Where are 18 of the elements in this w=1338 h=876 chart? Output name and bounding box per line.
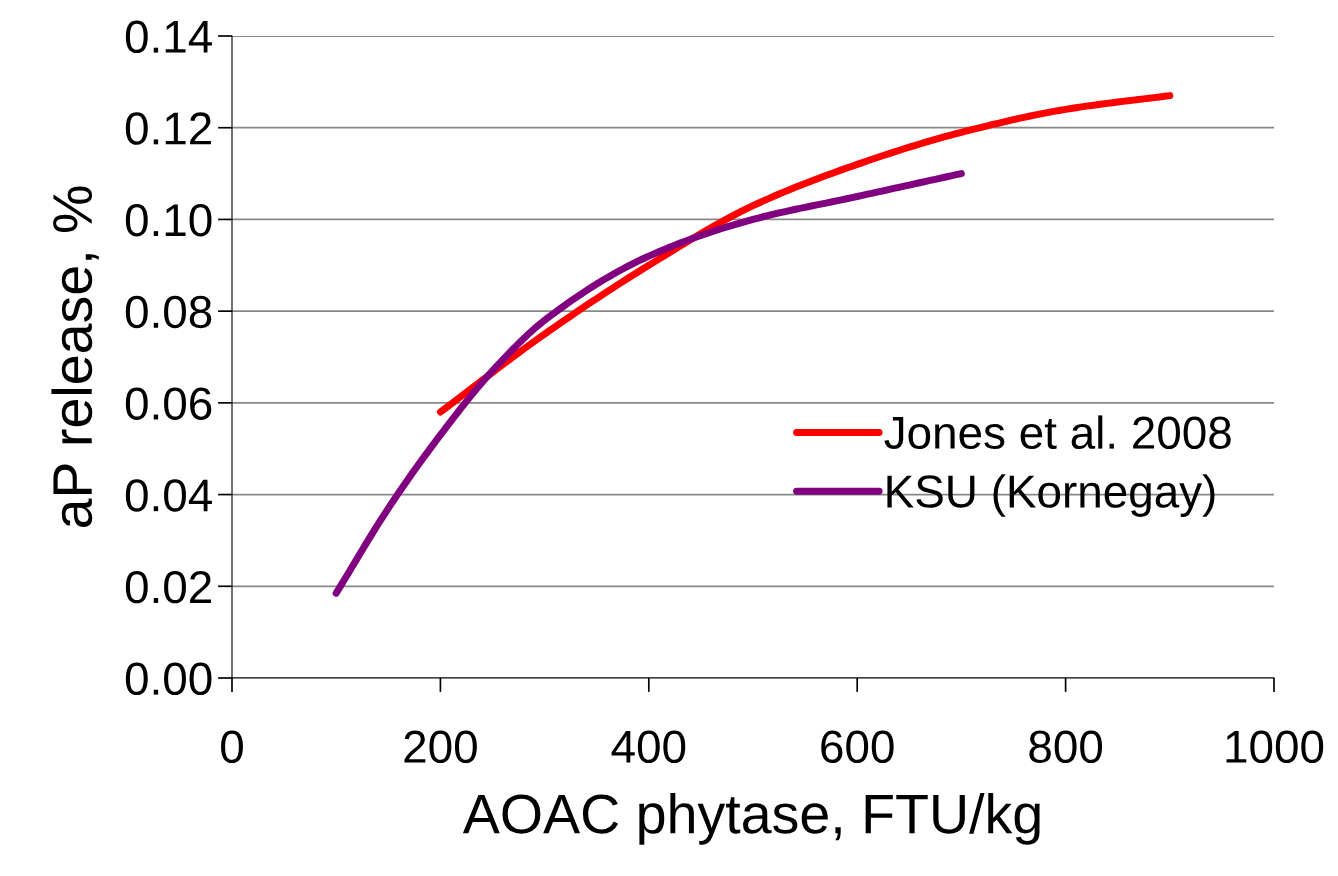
y-tick-label: 0.04 bbox=[125, 479, 212, 512]
y-axis-title: aP release, % bbox=[51, 186, 99, 528]
x-tick-label: 0 bbox=[221, 730, 243, 764]
x-tick-label: 600 bbox=[821, 730, 894, 764]
legend-label: Jones et al. 2008 bbox=[884, 415, 1231, 450]
y-tick-label: 0.06 bbox=[125, 387, 212, 420]
x-tick-label: 800 bbox=[1029, 730, 1103, 764]
y-tick-label: 0.10 bbox=[125, 204, 212, 237]
x-tick-label: 1000 bbox=[1226, 730, 1324, 764]
x-axis-title: AOAC phytase, FTU/kg bbox=[462, 792, 1040, 845]
y-tick-label: 0.02 bbox=[125, 570, 211, 604]
x-tick-label: 400 bbox=[611, 730, 686, 764]
x-tick-label: 200 bbox=[404, 730, 477, 764]
legend-label: KSU (Kornegay) bbox=[887, 474, 1215, 517]
y-tick-label: 0.00 bbox=[125, 662, 212, 696]
y-tick-label: 0.12 bbox=[125, 112, 211, 145]
y-tick-label: 0.14 bbox=[125, 20, 212, 54]
y-tick-label: 0.08 bbox=[125, 295, 212, 329]
